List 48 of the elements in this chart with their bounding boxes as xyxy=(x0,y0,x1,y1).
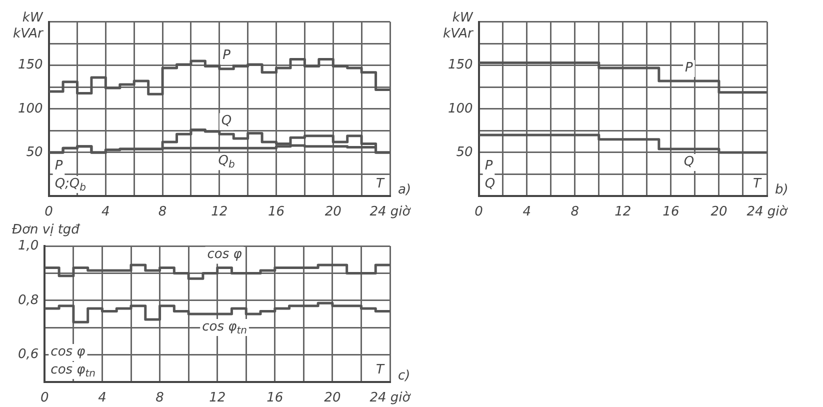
text: a) xyxy=(398,182,412,198)
series-label: Q xyxy=(221,114,232,129)
y-tick-label: 150 xyxy=(18,58,43,73)
annotation: cos φ xyxy=(50,344,86,360)
y-tick-label: 50 xyxy=(456,144,473,160)
y-tick-label: 0,8 xyxy=(18,292,39,308)
x-tick-label: 12 xyxy=(211,204,228,220)
x-tick-label: 8 xyxy=(158,204,167,220)
y-tick-label: 50 xyxy=(26,144,43,160)
y-tick-label: 1,0 xyxy=(18,238,39,254)
y-axis-title: kW kVAr xyxy=(443,10,474,42)
y-tick-label: 150 xyxy=(448,58,473,73)
x-tick-label: 8 xyxy=(570,204,580,220)
y-axis-title: kW kVAr xyxy=(13,10,44,42)
x-tick-label: 0 xyxy=(40,390,49,406)
x-tick-label: 12 xyxy=(614,204,632,220)
x-tick-label: 16 xyxy=(268,204,285,220)
series-label: cos φ xyxy=(207,247,242,262)
x-tick-label: 4 xyxy=(102,204,110,220)
y-tick-label: 100 xyxy=(448,101,473,116)
annotation: P xyxy=(54,158,63,174)
annotation: T xyxy=(376,362,386,378)
x-tick-label: 12 xyxy=(209,390,226,406)
x-tick-label: 24 giờ xyxy=(370,204,412,220)
x-tick-label: 20 xyxy=(324,204,342,220)
annotation: Q xyxy=(484,176,496,192)
y-tick-label: 0,6 xyxy=(18,347,39,362)
x-tick-label: 20 xyxy=(324,390,341,406)
annotation: P xyxy=(484,158,493,174)
x-tick-label: 8 xyxy=(156,390,164,406)
x-tick-label: 0 xyxy=(44,204,53,220)
y-tick-label: 100 xyxy=(18,101,43,116)
x-tick-label: 0 xyxy=(474,204,483,220)
text: c) xyxy=(398,368,410,384)
series-label: P xyxy=(222,48,231,64)
x-tick-label: 16 xyxy=(662,204,680,220)
text: b) xyxy=(775,182,788,198)
y-axis-title: Đơn vị tgđ xyxy=(12,222,82,238)
annotation: T xyxy=(376,176,386,192)
annotation: T xyxy=(753,176,762,192)
x-tick-label: 20 xyxy=(710,204,728,220)
x-tick-label: 4 xyxy=(98,390,106,406)
x-tick-label: 16 xyxy=(266,390,284,406)
series-label: P xyxy=(685,60,694,76)
x-tick-label: 24 giờ xyxy=(746,204,788,220)
x-tick-label: 24 giờ xyxy=(370,390,412,406)
x-tick-label: 4 xyxy=(522,204,531,220)
series-label: Q xyxy=(684,154,694,170)
